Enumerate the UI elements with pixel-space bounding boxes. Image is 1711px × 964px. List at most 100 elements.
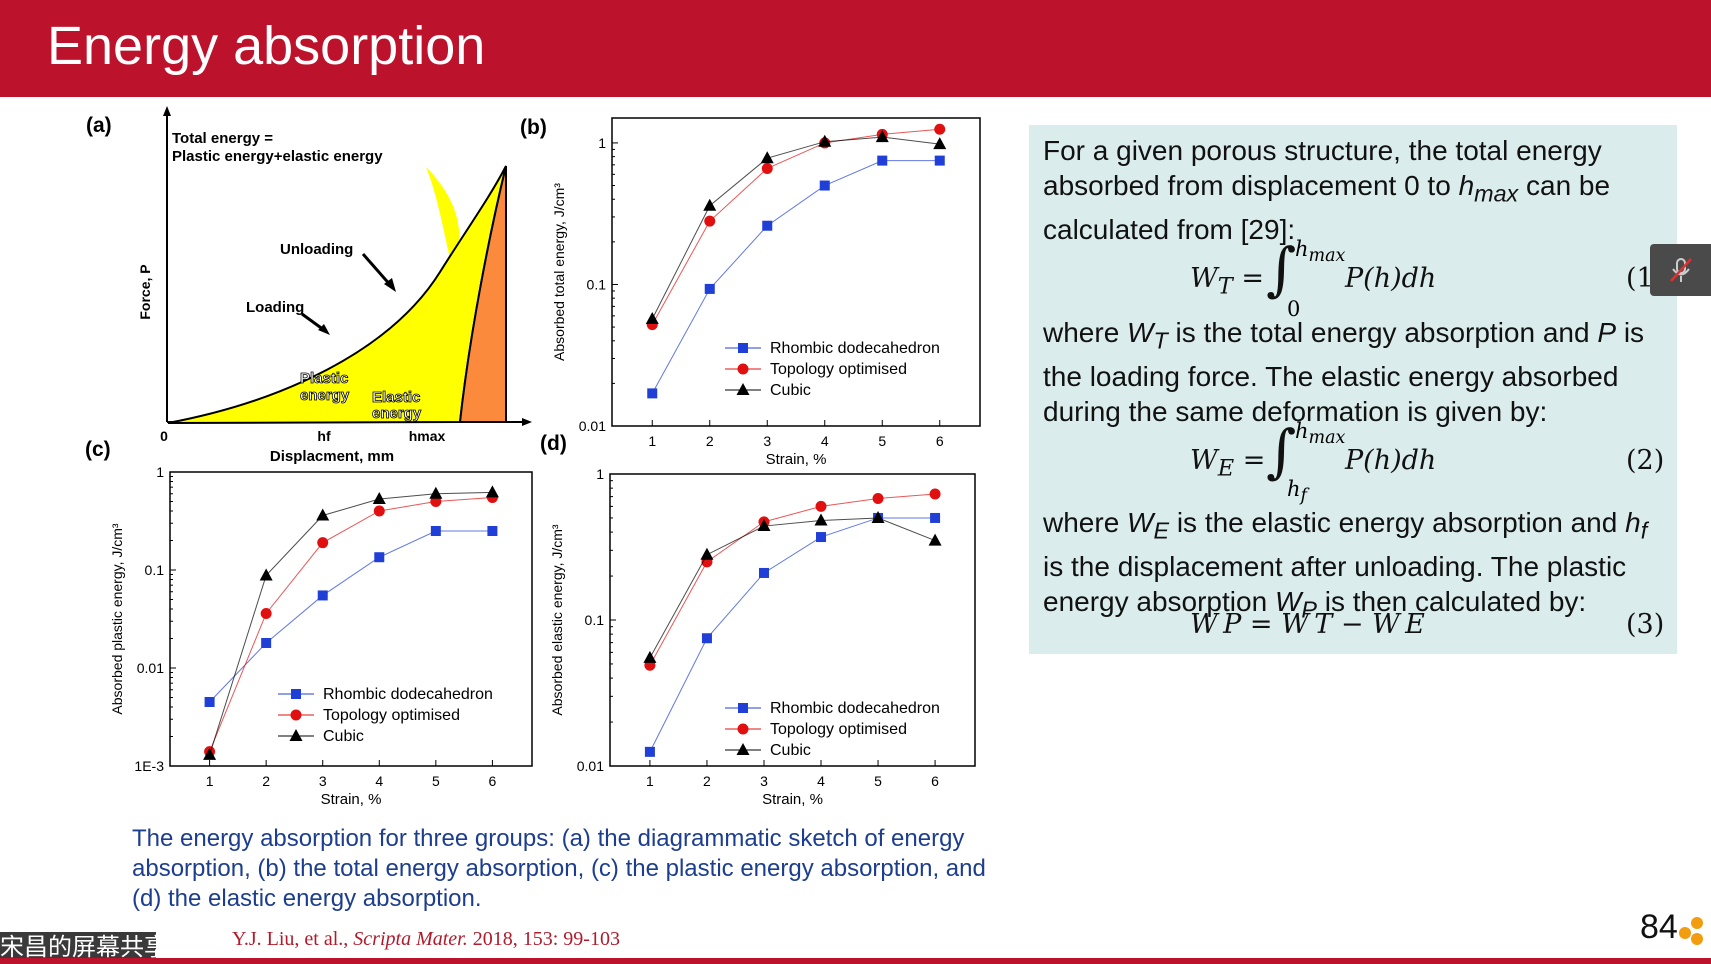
equation-2: WE =: [1190, 445, 1266, 482]
legend-label: Rhombic dodecahedron: [770, 700, 940, 717]
legend-marker: [736, 743, 750, 755]
data-point: [647, 388, 658, 399]
data-point: [877, 155, 888, 166]
sketch-ylabel: Force, P: [137, 264, 153, 319]
data-point: [701, 633, 712, 644]
sketch-annotation-1: Total energy =: [172, 130, 273, 147]
x-tick-label: 3: [760, 773, 768, 789]
data-point: [704, 215, 716, 227]
legend-marker: [290, 709, 302, 721]
eq1-upper: hmax: [1295, 237, 1346, 267]
para1-sub: max: [1474, 180, 1519, 207]
plot-frame: [169, 471, 533, 767]
series-line: [209, 496, 493, 752]
data-point: [645, 312, 659, 325]
elastic-energy-chart: (d) 0.01 0.1 1 1 2 3 4 5 6 Strain, % Absorbed elast…: [540, 432, 976, 808]
elastic-label-1: Elastic: [372, 389, 420, 406]
bottom-rule: [0, 958, 1711, 964]
x-tick-label: 5: [432, 773, 440, 789]
data-point: [929, 488, 941, 500]
slide-header: Energy absorption: [0, 0, 1711, 97]
data-point: [703, 198, 717, 211]
series-line: [209, 491, 493, 755]
data-point: [203, 747, 217, 760]
legend-marker: [289, 729, 303, 741]
slide-title: Energy absorption: [47, 16, 486, 76]
citation-rest: 2018, 153: 99-103: [472, 928, 620, 950]
formula-para-2: where WT is the total energy absorption …: [1043, 317, 1645, 427]
eq1-lhs: W: [1190, 263, 1218, 294]
series-line: [649, 517, 936, 753]
data-point: [818, 134, 832, 147]
data-point: [429, 486, 443, 499]
equation-3: W P = W T − W E: [1190, 609, 1425, 640]
series-line: [649, 517, 936, 659]
data-point: [934, 123, 946, 135]
plastic-label-1: Plastic: [300, 370, 348, 387]
chart-panel-d: (d) 0.01 0.1 1 1 2 3 4 5 6 Strain, % Absorbed elast…: [530, 432, 990, 817]
data-point: [930, 512, 941, 523]
data-point: [757, 519, 771, 532]
legend-label: Topology optimised: [770, 721, 907, 738]
data-point: [261, 637, 272, 648]
unloading-label: Unloading: [280, 241, 353, 258]
data-point: [762, 220, 773, 231]
chart-panel-b: (b) 0.01 0.1 1 1 2 3 4 5 6 Strain, % Absorbed total…: [520, 110, 981, 468]
eq2-body: P(h)dh: [1345, 445, 1437, 476]
plot-frame: [611, 117, 981, 427]
data-point: [761, 162, 773, 174]
y-tick-label: 1: [156, 464, 164, 480]
y-tick-label: 0.01: [577, 758, 604, 774]
data-point: [259, 568, 273, 581]
legend-label: Rhombic dodecahedron: [770, 340, 940, 357]
formula-para-1: For a given porous structure, the total …: [1043, 133, 1673, 247]
sketch-annotation-2: Plastic energy+elastic energy: [172, 148, 383, 165]
x-tick-label: 2: [703, 773, 711, 789]
sketch-hmax: hmax: [409, 428, 446, 444]
legend-marker: [736, 383, 750, 395]
y-tick-label: 1: [598, 135, 606, 151]
eq2-number: (2): [1626, 445, 1665, 476]
data-point: [317, 590, 328, 601]
y-tick-label: 0.01: [579, 418, 606, 434]
y-tick-label: 1E-3: [134, 758, 164, 774]
legend-label: Topology optimised: [770, 361, 907, 378]
eq1-lower: 0: [1287, 297, 1301, 321]
para1-text-b: can be calculated from [29]:: [1043, 170, 1611, 245]
citation: Y.J. Liu, et al., Scripta Mater. 2018, 1…: [232, 928, 620, 951]
x-tick-label: 5: [874, 773, 882, 789]
formula-box: For a given porous structure, the total …: [1029, 125, 1677, 654]
data-point: [875, 130, 889, 143]
plastic-energy-chart: (c) 1E-3 0.01 0.1 1 1 2 3 4 5 6 Strain, % Absorbed p…: [85, 438, 533, 808]
data-point: [758, 567, 769, 578]
energy-sketch: (a) Total energy = Plastic energy+elasti…: [86, 106, 532, 465]
y-axis-label: Absorbed total energy, J/cm³: [551, 183, 567, 361]
legend-marker: [737, 363, 749, 375]
y-tick-label: 0.1: [585, 612, 605, 628]
legend-marker: [738, 703, 748, 713]
eq2-upper: hmax: [1295, 419, 1346, 449]
elastic-label-2: energy: [372, 405, 422, 422]
series-line: [649, 493, 936, 666]
x-axis-label: Strain, %: [321, 791, 382, 808]
data-point: [373, 505, 385, 517]
y-axis-label: Absorbed elastic energy, J/cm³: [549, 524, 565, 715]
series-line: [209, 530, 493, 703]
data-point: [819, 180, 830, 191]
y-tick-label: 0.1: [145, 562, 165, 578]
para1-var: h: [1458, 170, 1475, 201]
panel-label: (c): [85, 438, 111, 461]
legend-marker: [291, 689, 301, 699]
x-tick-label: 1: [206, 773, 214, 789]
data-point: [644, 746, 655, 757]
eq2-integral-sign: ∫: [1266, 417, 1297, 485]
chart-panel-c: (c) 1E-3 0.01 0.1 1 1 2 3 4 5 6 Strain, % Absorbed p…: [80, 432, 540, 812]
eq1-integral-sign: ∫: [1266, 235, 1297, 303]
sketch-hf: hf: [317, 428, 331, 444]
data-point: [871, 510, 885, 523]
x-tick-label: 5: [878, 433, 886, 449]
legend-label: Rhombic dodecahedron: [323, 686, 493, 703]
mute-mic-button[interactable]: [1650, 244, 1711, 296]
x-tick-label: 6: [489, 773, 497, 789]
eq1-number: (1: [1626, 263, 1654, 294]
